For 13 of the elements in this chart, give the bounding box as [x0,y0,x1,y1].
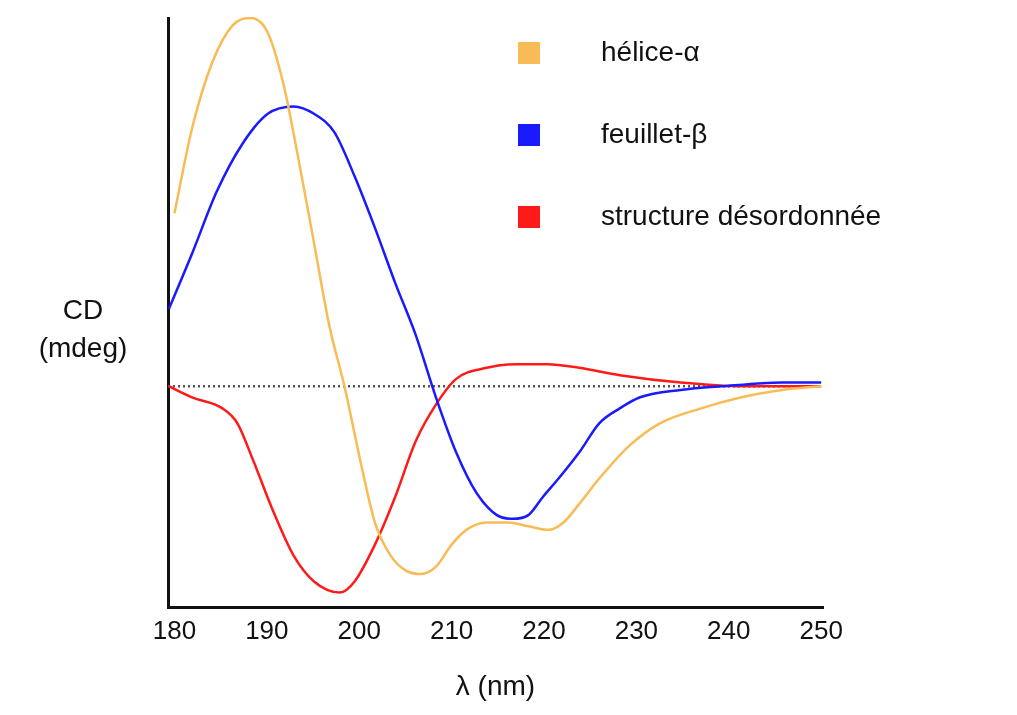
legend-label: structure désordonnée [601,199,882,231]
y-axis-title: CD (mdeg) [37,293,129,365]
legend-label: feuillet-β [601,117,708,149]
legend-label: hélice-α [601,35,700,67]
x-axis-title: λ (nm) [455,669,536,701]
x-tick-label: 200 [337,614,381,645]
x-tick-label: 190 [245,614,289,645]
x-tick-label: 220 [522,614,566,645]
x-tick-label: 240 [707,614,751,645]
x-tick-label: 230 [614,614,659,645]
x-tick-label: 250 [799,614,843,645]
x-tick-label: 210 [429,614,474,645]
x-tick-label: 180 [152,614,197,645]
